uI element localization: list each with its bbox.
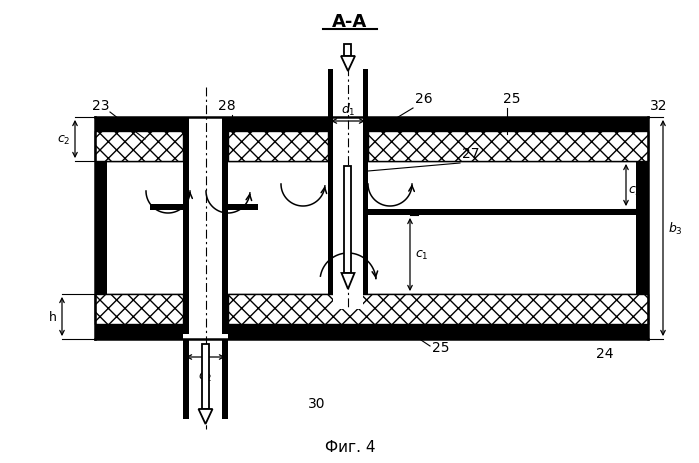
Bar xyxy=(189,294,222,324)
Bar xyxy=(333,70,363,309)
Bar xyxy=(189,118,222,334)
Bar xyxy=(222,294,228,324)
Bar xyxy=(328,70,368,300)
Text: $c_2$: $c_2$ xyxy=(57,133,70,146)
Bar xyxy=(222,131,228,162)
Text: 28: 28 xyxy=(218,99,236,113)
Polygon shape xyxy=(199,409,212,424)
Bar xyxy=(228,131,328,162)
Bar xyxy=(183,118,228,344)
Bar xyxy=(202,344,209,409)
Bar xyxy=(95,131,183,162)
Bar xyxy=(636,162,648,294)
Bar xyxy=(95,118,648,131)
Text: $d_2$: $d_2$ xyxy=(199,367,212,383)
Bar xyxy=(95,162,107,294)
Text: $b_3$: $b_3$ xyxy=(668,220,683,237)
Polygon shape xyxy=(341,57,355,72)
Bar xyxy=(363,210,636,216)
Bar xyxy=(183,294,189,324)
Text: 24: 24 xyxy=(596,346,614,360)
Bar xyxy=(345,167,352,274)
Bar xyxy=(363,70,368,309)
Bar xyxy=(183,131,189,162)
Text: 32: 32 xyxy=(650,99,668,113)
Bar xyxy=(189,294,222,324)
Bar xyxy=(95,324,648,339)
Bar xyxy=(222,294,228,324)
Bar xyxy=(95,131,648,162)
Text: $c_1$: $c_1$ xyxy=(415,249,428,262)
Text: 26: 26 xyxy=(415,92,433,106)
Bar xyxy=(328,70,333,309)
Bar xyxy=(183,131,189,162)
Text: 23: 23 xyxy=(92,99,110,113)
Bar xyxy=(328,131,333,162)
Bar xyxy=(368,131,648,162)
Bar xyxy=(189,339,222,419)
Bar xyxy=(228,294,648,324)
Polygon shape xyxy=(342,274,354,289)
Text: $d_1$: $d_1$ xyxy=(340,102,355,118)
Bar xyxy=(183,294,189,324)
Bar xyxy=(333,131,363,162)
Bar xyxy=(183,339,189,419)
Bar xyxy=(222,339,228,419)
Bar xyxy=(183,118,189,334)
Text: h: h xyxy=(49,310,57,323)
Text: А-А: А-А xyxy=(333,13,368,31)
Text: 27: 27 xyxy=(462,147,480,161)
Bar xyxy=(222,131,228,162)
Bar xyxy=(189,131,222,162)
Bar xyxy=(95,294,648,324)
Bar xyxy=(345,45,352,57)
Text: Фиг. 4: Фиг. 4 xyxy=(325,439,375,455)
Bar xyxy=(95,294,183,324)
Bar xyxy=(150,205,258,211)
Bar xyxy=(323,294,636,301)
Bar xyxy=(222,118,228,334)
Bar xyxy=(363,131,368,162)
Bar xyxy=(189,205,222,211)
Text: $c_5$: $c_5$ xyxy=(628,184,642,197)
Bar xyxy=(107,162,636,294)
Text: 25: 25 xyxy=(432,340,449,354)
Text: 30: 30 xyxy=(308,396,326,410)
Text: 25: 25 xyxy=(503,92,521,106)
